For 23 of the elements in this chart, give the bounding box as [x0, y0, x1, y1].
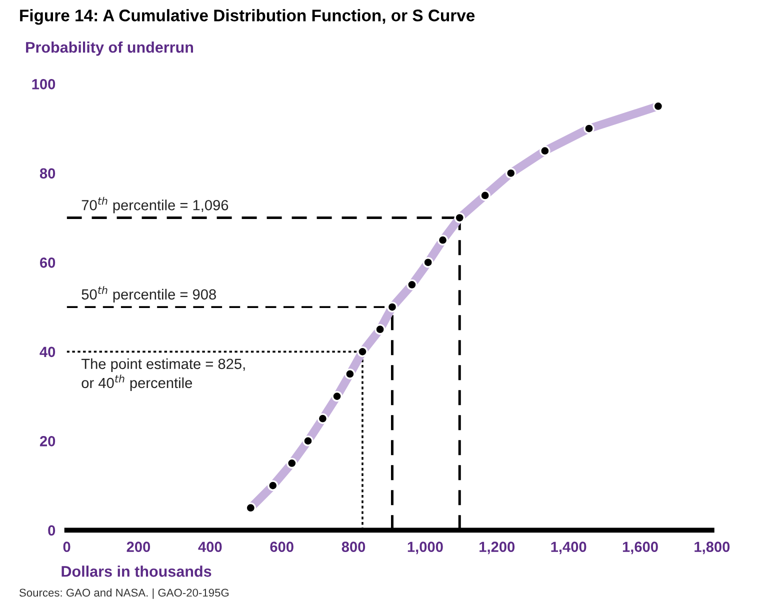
- x-tick-label: 800: [342, 542, 366, 552]
- y-tick-label: 100: [32, 79, 56, 90]
- x-tick-label: 1,200: [480, 542, 515, 554]
- y-tick-label: 60: [40, 258, 56, 268]
- ref-line-label: 70$^{th}$ percentile = 1,096: [82, 196, 228, 214]
- source-note: Sources: GAO and NASA. | GAO-20-195G: [19, 588, 229, 599]
- x-axis-title: Dollars in thousands: [62, 566, 212, 577]
- y-axis-title: Probability of underrun: [26, 42, 194, 56]
- x-tick-label: 1,400: [551, 542, 586, 554]
- x-tick-label: 200: [126, 542, 150, 552]
- x-tick-label: 1,600: [622, 542, 658, 554]
- ref-line-label: 50$^{th}$ percentile = 908: [82, 286, 216, 302]
- ref-line-label: The point estimate = 825, or 40$^{th}$ percentile: [81, 358, 245, 392]
- x-tick-label: 0: [63, 542, 70, 552]
- y-tick-label: 80: [40, 168, 56, 179]
- x-tick-label: 1,800: [694, 542, 730, 554]
- x-tick-label: 400: [198, 542, 222, 552]
- y-tick-label: 20: [40, 436, 56, 446]
- x-tick-label: 1,000: [408, 542, 443, 554]
- x-tick-label: 600: [270, 542, 294, 552]
- y-tick-label: 0: [48, 525, 56, 536]
- chart-title: Figure 14: A Cumulative Distribution Function, or S Curve: [20, 9, 475, 25]
- y-tick-label: 40: [40, 346, 56, 358]
